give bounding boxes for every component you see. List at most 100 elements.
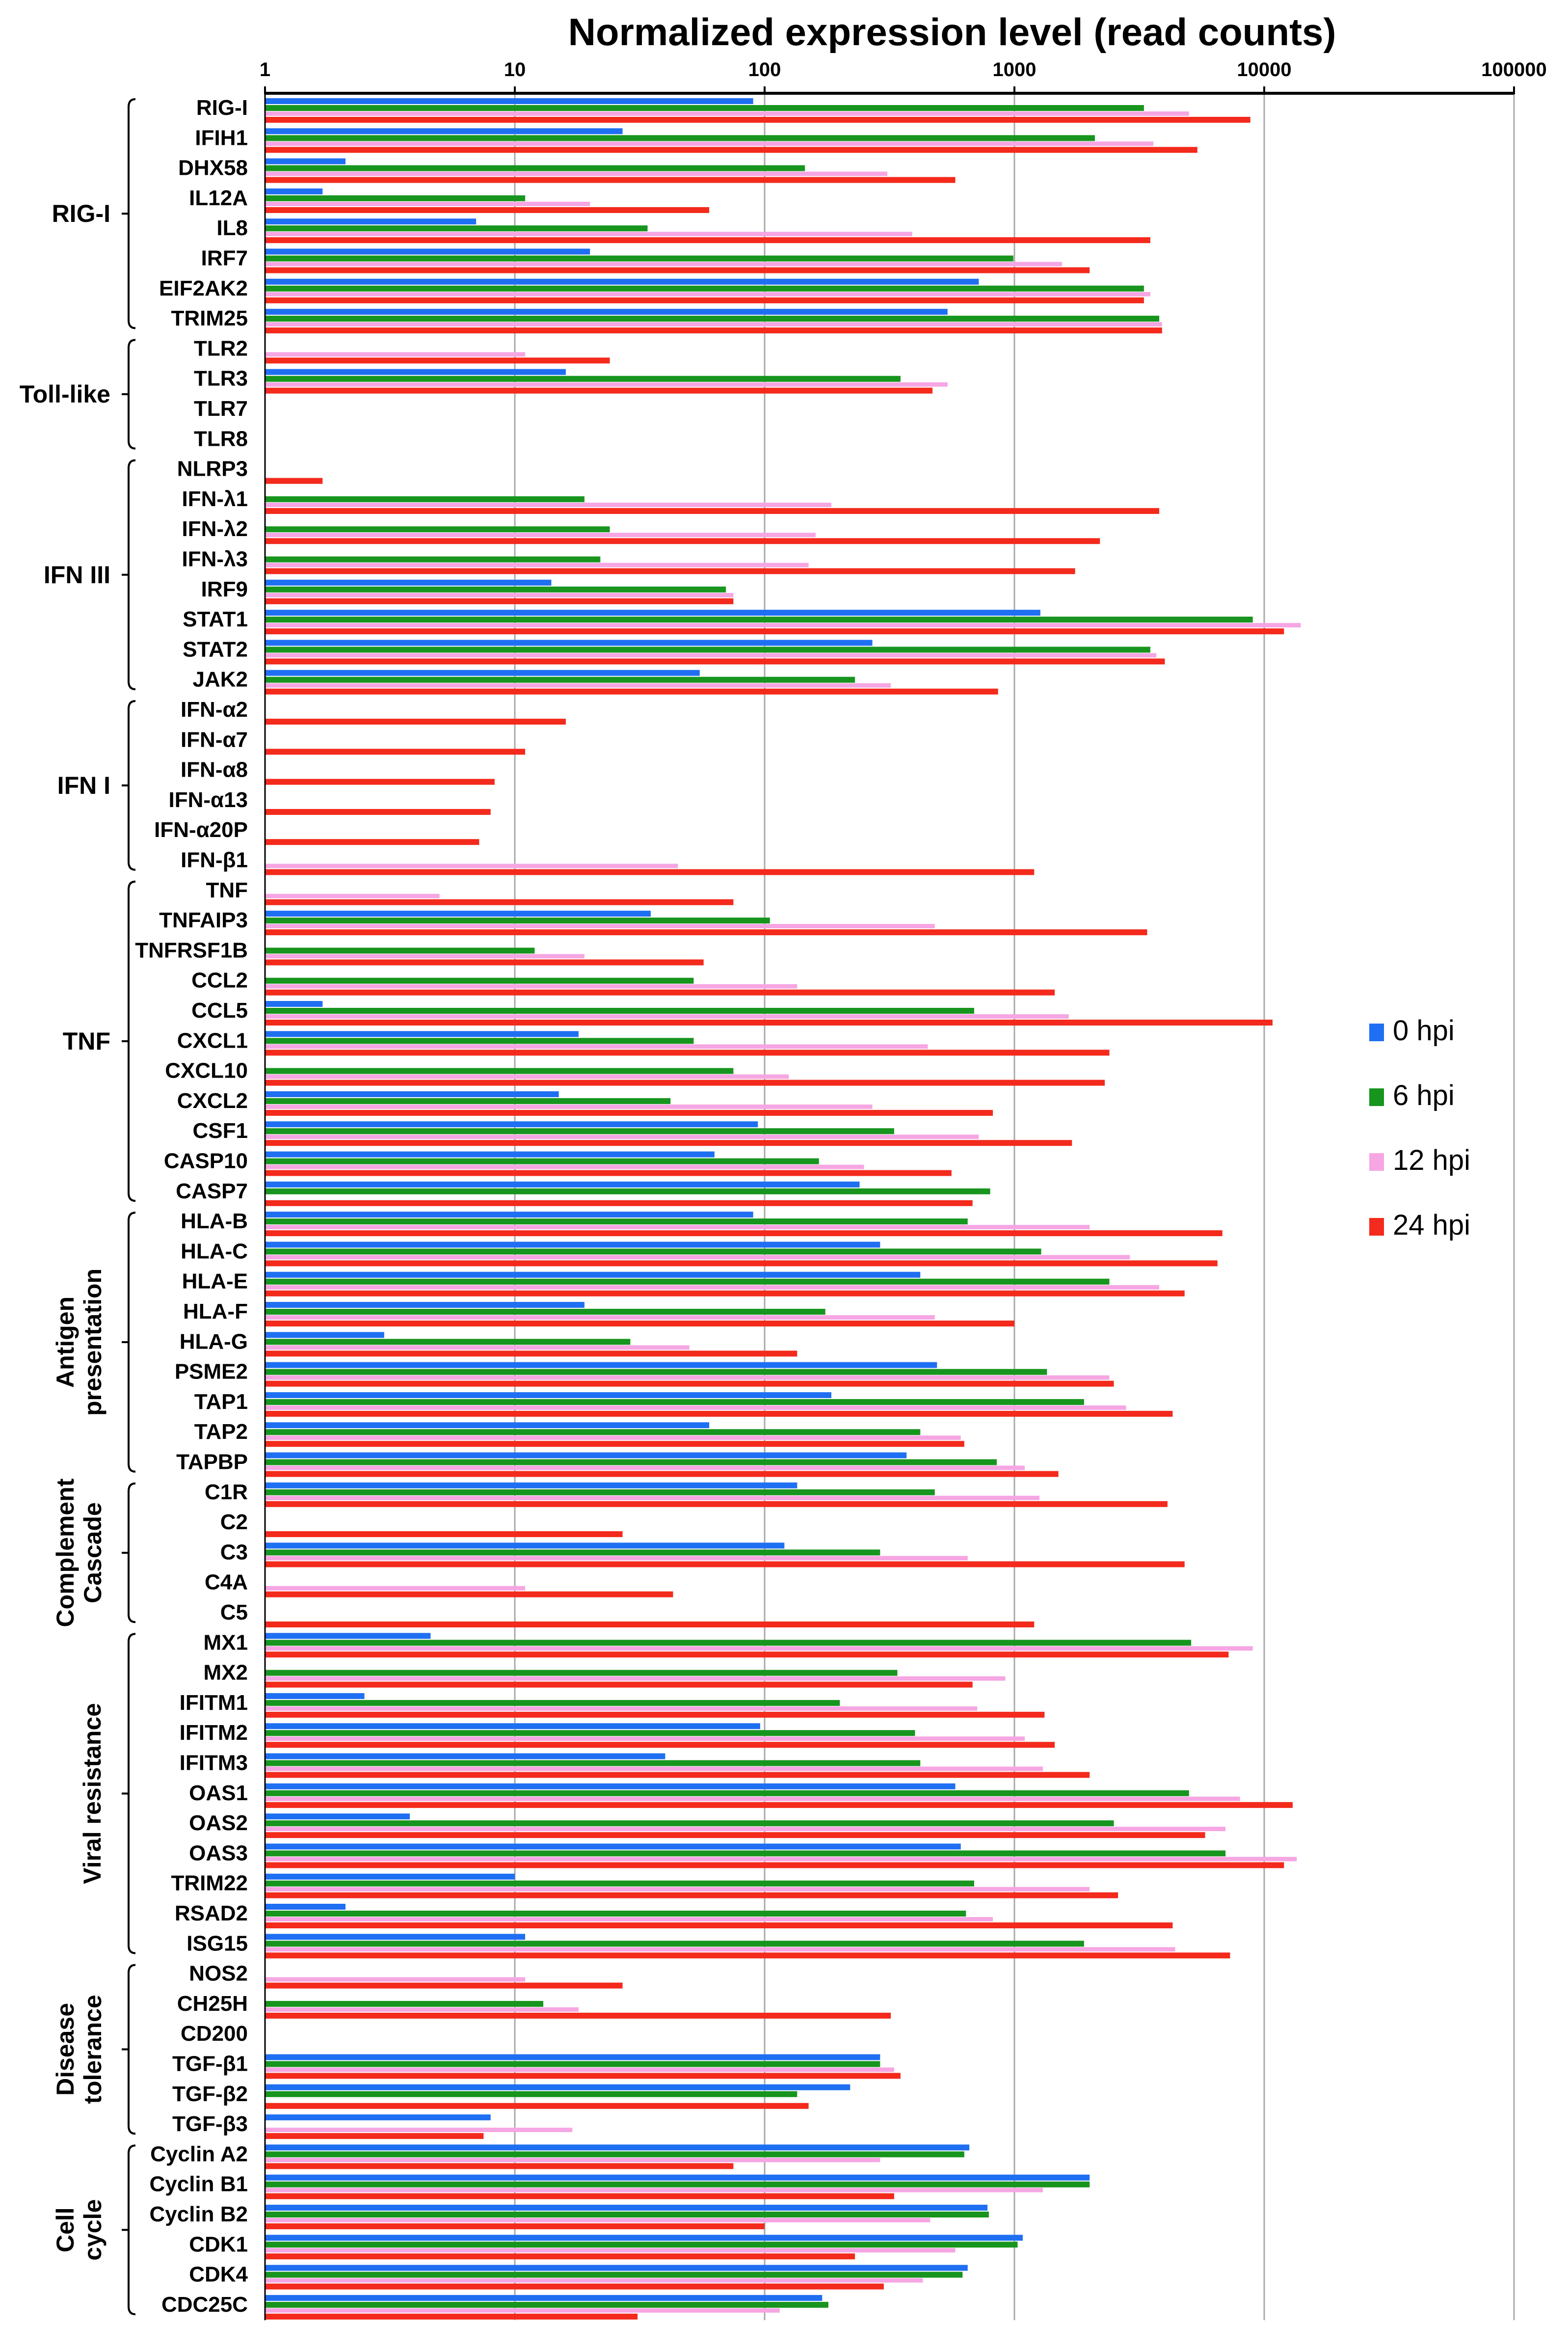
gene-label: HLA-G bbox=[180, 1329, 248, 1353]
bar-TLR2-24hpi bbox=[265, 357, 610, 364]
gene-label: CDK4 bbox=[189, 2263, 248, 2287]
bar-IL8-6hpi bbox=[265, 225, 648, 232]
bar-ISG15-6hpi bbox=[265, 1941, 1084, 1947]
bar-IFITM2-6hpi bbox=[265, 1730, 915, 1736]
bar-TAP2-24hpi bbox=[265, 1441, 964, 1447]
bar-TNFAIP3-0hpi bbox=[265, 911, 651, 917]
bar-CCL2-12hpi bbox=[265, 984, 797, 989]
bar-MX1-0hpi bbox=[265, 1633, 431, 1639]
gene-label: TNFAIP3 bbox=[159, 908, 248, 932]
bar-HLA-C-12hpi bbox=[265, 1255, 1130, 1260]
bar-PSME2-24hpi bbox=[265, 1380, 1114, 1387]
bar-Cyclin A2-0hpi bbox=[265, 2144, 970, 2151]
bar-IRF9-0hpi bbox=[265, 579, 552, 586]
gene-label: OAS1 bbox=[189, 1781, 248, 1805]
legend: 0 hpi 6 hpi 12 hpi 24 hpi bbox=[1369, 1015, 1470, 1241]
bar-HLA-G-0hpi bbox=[265, 1332, 384, 1338]
gene-label: TNF bbox=[206, 878, 248, 902]
bar-TGF-β1-12hpi bbox=[265, 2067, 894, 2072]
bar-IFITM3-12hpi bbox=[265, 1766, 1043, 1771]
bar-TRIM22-12hpi bbox=[265, 1887, 1090, 1892]
gene-label: DHX58 bbox=[178, 156, 248, 180]
bar-IRF7-24hpi bbox=[265, 267, 1090, 273]
bar-PSME2-6hpi bbox=[265, 1369, 1047, 1375]
bar-IFN-λ1-6hpi bbox=[265, 496, 585, 502]
group-label: IFN III bbox=[44, 561, 110, 589]
group-bracket bbox=[128, 339, 136, 450]
gene-label: C4A bbox=[205, 1570, 248, 1594]
bar-CDK1-0hpi bbox=[265, 2235, 1023, 2241]
bar-IRF9-24hpi bbox=[265, 598, 734, 604]
bar-CSF1-12hpi bbox=[265, 1135, 979, 1139]
bar-TAPBP-0hpi bbox=[265, 1452, 907, 1459]
bar-CDK1-6hpi bbox=[265, 2242, 1018, 2248]
bar-RSAD2-6hpi bbox=[265, 1911, 966, 1917]
bar-MX1-24hpi bbox=[265, 1651, 1229, 1658]
bar-HLA-E-24hpi bbox=[265, 1290, 1185, 1297]
bar-EIF2AK2-6hpi bbox=[265, 285, 1144, 292]
bar-Cyclin B1-24hpi bbox=[265, 2193, 894, 2199]
gene-label: TLR7 bbox=[194, 397, 248, 421]
bar-ISG15-12hpi bbox=[265, 1947, 1175, 1952]
bar-IFITM3-0hpi bbox=[265, 1753, 665, 1759]
bar-IFN-α13-24hpi bbox=[265, 809, 491, 815]
bar-TAPBP-6hpi bbox=[265, 1459, 997, 1465]
gene-label: JAK2 bbox=[193, 668, 248, 692]
bar-TGF-β2-0hpi bbox=[265, 2084, 850, 2090]
bar-ISG15-0hpi bbox=[265, 1934, 526, 1940]
bar-HLA-E-12hpi bbox=[265, 1285, 1160, 1290]
bar-CSF1-24hpi bbox=[265, 1140, 1072, 1146]
gene-label: STAT2 bbox=[183, 637, 248, 661]
bar-C1R-6hpi bbox=[265, 1489, 935, 1495]
bar-TAPBP-12hpi bbox=[265, 1465, 1025, 1470]
bar-HLA-E-0hpi bbox=[265, 1271, 921, 1278]
bar-IFN-λ2-24hpi bbox=[265, 538, 1100, 544]
gene-label: TRIM22 bbox=[171, 1871, 248, 1895]
gene-label: IFITM3 bbox=[180, 1751, 248, 1775]
x-tick-label: 100 bbox=[748, 59, 781, 81]
gene-label: TNFRSF1B bbox=[135, 938, 248, 962]
bar-CXCL2-6hpi bbox=[265, 1098, 671, 1104]
gene-label: TAP1 bbox=[194, 1390, 248, 1414]
bar-TGF-β1-6hpi bbox=[265, 2061, 880, 2067]
gene-label: IFN-α8 bbox=[181, 758, 248, 782]
bar-TNFAIP3-12hpi bbox=[265, 924, 935, 929]
bar-RSAD2-12hpi bbox=[265, 1917, 993, 1921]
legend-label: 0 hpi bbox=[1393, 1015, 1455, 1047]
gene-label: TLR2 bbox=[194, 336, 248, 360]
group-label: ComplementCascade bbox=[52, 1478, 106, 1627]
gene-label: CCL5 bbox=[191, 999, 248, 1023]
bar-ISG15-24hpi bbox=[265, 1952, 1230, 1959]
bar-TNF-24hpi bbox=[265, 899, 734, 905]
bar-CASP10-12hpi bbox=[265, 1164, 864, 1169]
bar-CSF1-0hpi bbox=[265, 1121, 758, 1128]
bar-TAP2-6hpi bbox=[265, 1429, 921, 1435]
bar-Cyclin B1-12hpi bbox=[265, 2188, 1043, 2192]
bar-HLA-B-6hpi bbox=[265, 1218, 968, 1225]
gene-label: IRF9 bbox=[201, 577, 248, 601]
gene-label: IL8 bbox=[216, 216, 248, 240]
group-label: RIG-I bbox=[52, 200, 110, 227]
bar-IL12A-12hpi bbox=[265, 201, 590, 206]
gene-label: PSME2 bbox=[175, 1360, 248, 1384]
gene-label: IFITM2 bbox=[180, 1721, 248, 1745]
bar-JAK2-0hpi bbox=[265, 670, 700, 676]
gene-label: ISG15 bbox=[186, 1931, 248, 1955]
bar-CDC25C-0hpi bbox=[265, 2295, 823, 2301]
gene-label: HLA-E bbox=[182, 1270, 248, 1294]
bar-JAK2-24hpi bbox=[265, 688, 998, 695]
gene-label: TGF-β3 bbox=[172, 2112, 248, 2136]
bar-TGF-β1-0hpi bbox=[265, 2054, 880, 2060]
group-label: Cellcycle bbox=[52, 2199, 106, 2261]
gene-label: TLR8 bbox=[194, 427, 248, 451]
bar-OAS1-24hpi bbox=[265, 1802, 1293, 1808]
bar-Cyclin B2-0hpi bbox=[265, 2205, 988, 2211]
bar-HLA-B-0hpi bbox=[265, 1212, 753, 1218]
gene-label: IFN-α7 bbox=[181, 728, 248, 752]
gene-label: TLR3 bbox=[194, 367, 248, 391]
bar-IL8-12hpi bbox=[265, 232, 912, 237]
bar-CDK4-0hpi bbox=[265, 2265, 968, 2271]
bar-TAP2-0hpi bbox=[265, 1422, 710, 1429]
gene-label: RSAD2 bbox=[175, 1901, 248, 1925]
group-label: Antigenpresentation bbox=[52, 1269, 106, 1416]
